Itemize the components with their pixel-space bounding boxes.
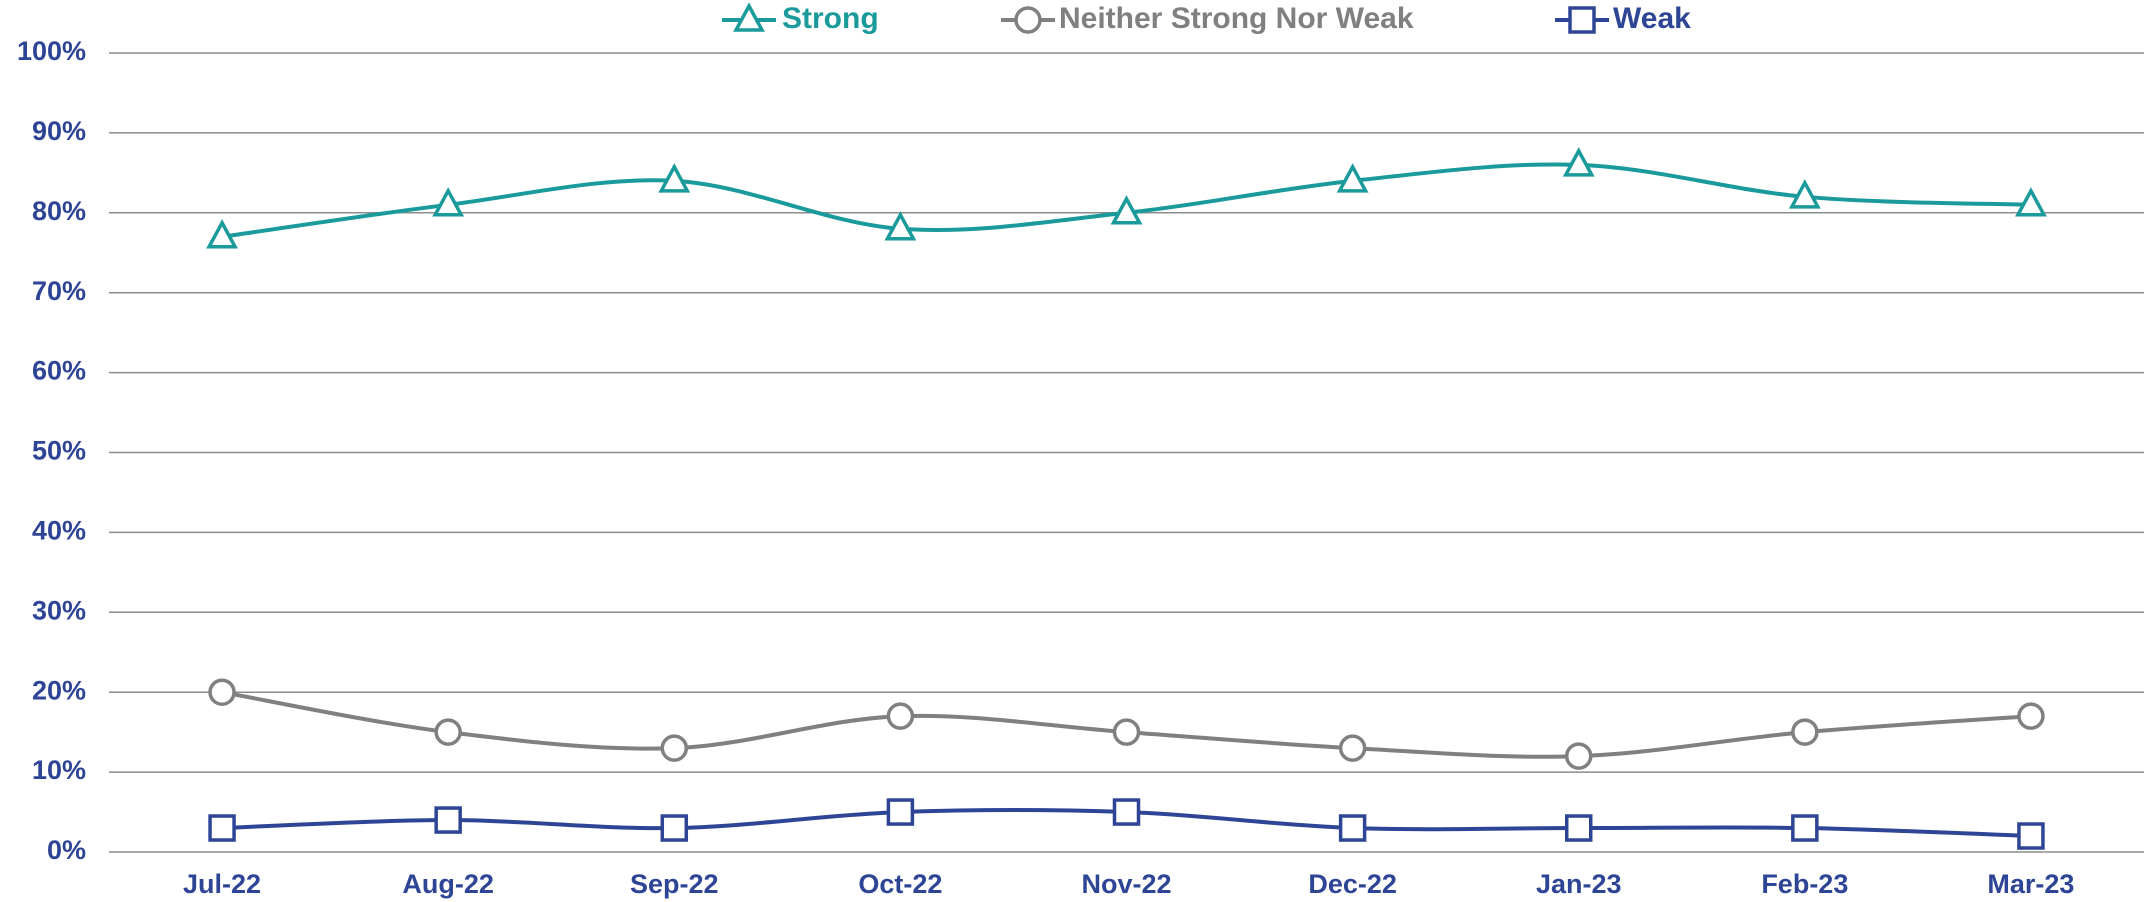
y-tick-label: 60%	[32, 356, 86, 386]
data-point	[1338, 734, 1367, 762]
legend-label: Neither Strong Nor Weak	[1059, 2, 1414, 35]
data-point	[886, 798, 915, 826]
data-point	[2017, 702, 2045, 730]
data-point	[434, 806, 462, 834]
x-tick-label: Nov-22	[1081, 869, 1171, 899]
data-point	[206, 219, 238, 249]
y-tick-label: 20%	[32, 675, 86, 705]
data-point	[886, 702, 915, 730]
legend-marker	[733, 2, 765, 32]
data-point	[432, 187, 465, 217]
legend-label: Strong	[782, 2, 879, 35]
y-tick-label: 0%	[47, 835, 86, 865]
data-point	[1562, 147, 1595, 177]
legend-marker	[1014, 6, 1042, 34]
x-tick-label: Jul-22	[183, 869, 261, 899]
data-point	[660, 734, 689, 762]
y-tick-label: 90%	[32, 116, 86, 146]
data-point	[1112, 718, 1141, 746]
data-point	[884, 211, 917, 241]
y-tick-label: 80%	[32, 196, 86, 226]
y-tick-label: 30%	[32, 595, 86, 625]
y-tick-label: 40%	[32, 516, 86, 546]
data-point	[2017, 822, 2045, 850]
y-tick-label: 10%	[32, 755, 86, 785]
data-point	[658, 163, 691, 193]
data-point	[434, 718, 462, 746]
data-point	[1110, 195, 1143, 225]
data-point	[2015, 187, 2047, 217]
x-tick-label: Jan-23	[1536, 869, 1622, 899]
y-tick-label: 70%	[32, 276, 86, 306]
x-tick-label: Dec-22	[1308, 869, 1397, 899]
data-point	[1791, 718, 1819, 746]
data-point	[1336, 163, 1369, 193]
x-tick-label: Oct-22	[858, 869, 942, 899]
y-tick-label: 100%	[17, 36, 86, 66]
x-tick-label: Sep-22	[630, 869, 719, 899]
data-point	[208, 814, 236, 842]
data-point	[208, 678, 236, 706]
data-point	[660, 814, 689, 842]
x-tick-label: Aug-22	[402, 869, 494, 899]
x-tick-label: Mar-23	[1987, 869, 2074, 899]
y-tick-label: 50%	[32, 436, 86, 466]
data-point	[1564, 742, 1593, 770]
data-point	[1112, 798, 1141, 826]
legend-label: Weak	[1613, 2, 1691, 35]
data-point	[1791, 814, 1819, 842]
data-point	[1564, 814, 1593, 842]
data-point	[1338, 814, 1367, 842]
legend-marker	[1568, 6, 1596, 34]
x-tick-label: Feb-23	[1761, 869, 1848, 899]
data-point	[1788, 179, 1821, 209]
